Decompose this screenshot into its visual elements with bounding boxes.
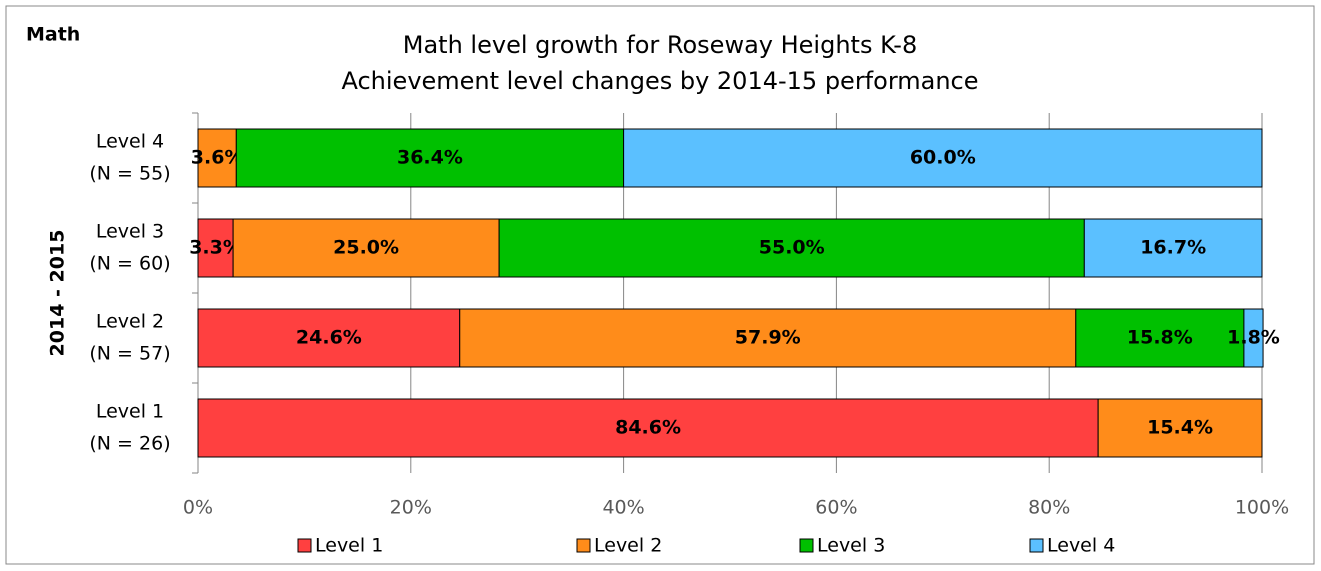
x-tick-label: 100% (1235, 497, 1289, 519)
data-label: 36.4% (397, 147, 463, 169)
y-axis-label: 2014 - 2015 (47, 230, 69, 357)
bar-segment (498, 218, 1085, 278)
data-label: 16.7% (1140, 237, 1206, 259)
data-label: 60.0% (910, 147, 976, 169)
chart-border (5, 5, 1315, 565)
bar-segment (1083, 218, 1263, 278)
y-tick-label: Level 3 (96, 221, 164, 243)
chart-subtitle: Achievement level changes by 2014-15 per… (341, 67, 978, 95)
y-tick-label: (N = 55) (89, 163, 170, 185)
chart-title: Math level growth for Roseway Heights K-… (403, 31, 917, 59)
bar-segment (623, 128, 1263, 188)
legend-label: Level 2 (594, 535, 662, 557)
y-tick-label: (N = 60) (89, 253, 170, 275)
x-tick-label: 40% (602, 497, 644, 519)
y-tick-label: Level 1 (96, 401, 164, 423)
bar-segment (1075, 308, 1245, 368)
data-label: 55.0% (759, 237, 825, 259)
bar-segment (197, 308, 461, 368)
legend-swatch (576, 538, 591, 553)
legend-label: Level 3 (817, 535, 885, 557)
bar-segment (197, 398, 1099, 458)
data-label: 3.3% (189, 237, 242, 259)
x-tick-label: 80% (1028, 497, 1070, 519)
y-tick-label: Level 4 (96, 131, 164, 153)
data-label: 15.8% (1127, 327, 1193, 349)
x-tick-label: 20% (390, 497, 432, 519)
legend-swatch (297, 538, 312, 553)
bar-segment (197, 218, 234, 278)
y-tick-label: (N = 26) (89, 433, 170, 455)
corner-label: Math (26, 24, 80, 46)
data-label: 57.9% (735, 327, 801, 349)
bar-segment (1243, 308, 1264, 368)
y-tick-label: (N = 57) (89, 343, 170, 365)
data-label: 15.4% (1147, 417, 1213, 439)
bar-segment (197, 128, 237, 188)
data-label: 1.8% (1227, 327, 1280, 349)
legend-swatch (799, 538, 814, 553)
data-label: 24.6% (296, 327, 362, 349)
bar-segment (235, 128, 625, 188)
x-tick-label: 0% (183, 497, 213, 519)
legend-label: Level 1 (315, 535, 383, 557)
bar-segment (1097, 398, 1263, 458)
data-label: 25.0% (333, 237, 399, 259)
y-tick-label: Level 2 (96, 311, 164, 333)
legend-label: Level 4 (1047, 535, 1115, 557)
data-label: 84.6% (615, 417, 681, 439)
legend-swatch (1029, 538, 1044, 553)
x-tick-label: 60% (815, 497, 857, 519)
data-label: 3.6% (191, 147, 244, 169)
